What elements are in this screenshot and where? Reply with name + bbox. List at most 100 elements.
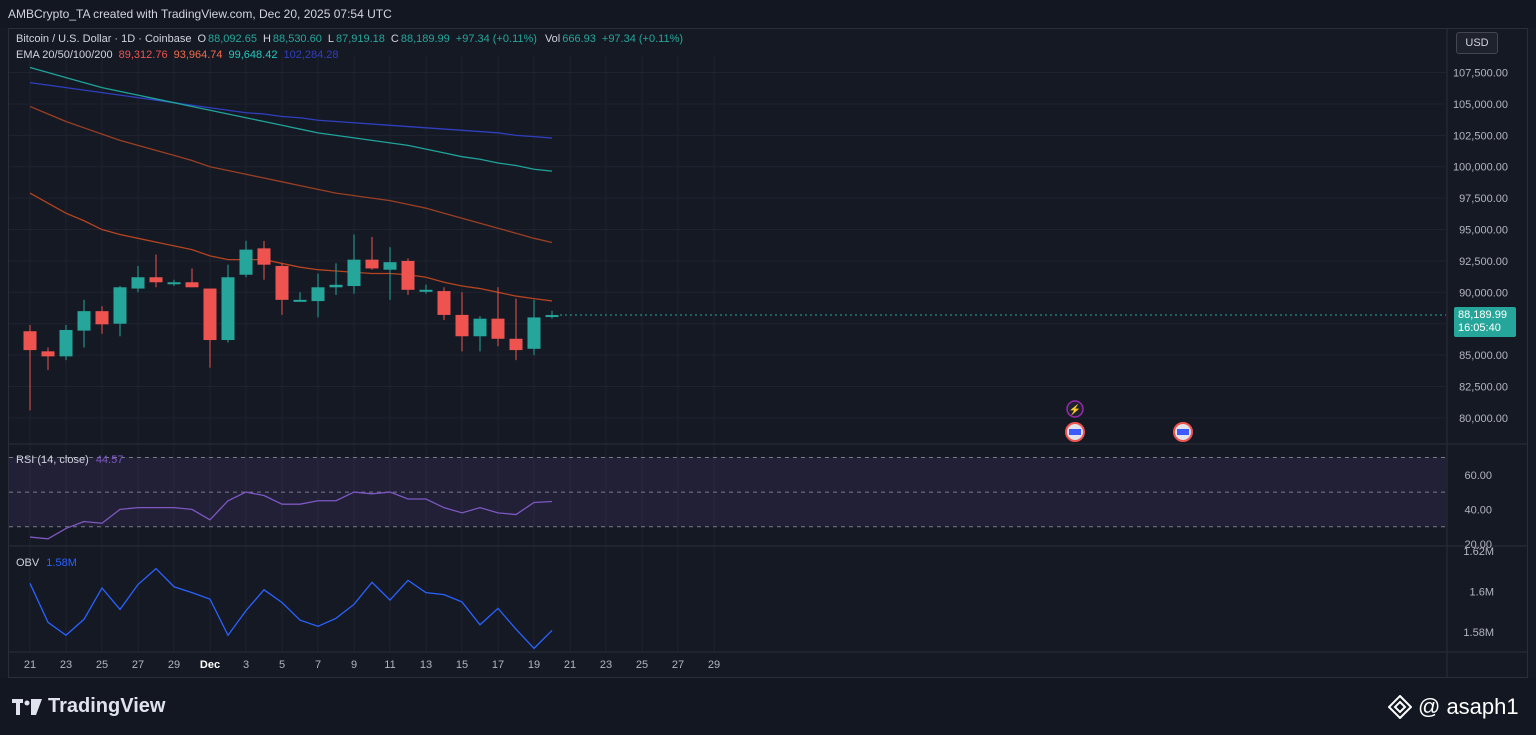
ohlc-values: O 88,092.65 H 88,530.60 L 87,919.18 C 88,189… bbox=[197, 33, 683, 45]
price-tick-label: 97,500.00 bbox=[1459, 193, 1508, 205]
flash-event-icon[interactable] bbox=[1066, 400, 1084, 418]
rsi-tick-label: 60.00 bbox=[1464, 470, 1492, 482]
price-tick-label: 107,500.00 bbox=[1453, 68, 1508, 80]
x-tick-label: 25 bbox=[96, 659, 108, 671]
price-tick-label: 100,000.00 bbox=[1453, 162, 1508, 174]
price-tick-label: 105,000.00 bbox=[1453, 99, 1508, 111]
ema50-value: 93,964.74 bbox=[173, 49, 223, 61]
candle-body bbox=[77, 311, 91, 331]
x-tick-label: 27 bbox=[132, 659, 144, 671]
flash-event-glyph: ⚡ bbox=[1069, 403, 1081, 416]
rsi-line bbox=[29, 491, 553, 540]
open-value: 88,092.65 bbox=[208, 33, 257, 45]
candle-body bbox=[41, 351, 55, 357]
watermark-text: @ asaph1 bbox=[1418, 694, 1519, 719]
ema200-value: 102,284.28 bbox=[283, 49, 339, 61]
candle-body bbox=[455, 314, 469, 337]
us-flag-stripe bbox=[1177, 429, 1189, 435]
bar-countdown: 16:05:40 bbox=[1458, 322, 1501, 334]
candle-body bbox=[329, 284, 343, 288]
candle-body bbox=[113, 287, 127, 324]
candle-body bbox=[149, 277, 163, 283]
price-tick-label: 85,000.00 bbox=[1459, 350, 1508, 362]
ema20-value: 89,312.76 bbox=[118, 49, 168, 61]
high-label: H bbox=[262, 33, 271, 45]
rsi-tick-label: 20.00 bbox=[1464, 539, 1492, 551]
rsi-band-fill bbox=[9, 457, 1446, 527]
price-tick-label: 92,500.00 bbox=[1459, 256, 1508, 268]
candle-body bbox=[131, 277, 145, 289]
x-tick-label: 11 bbox=[384, 659, 395, 671]
obv-tick-label: 1.58M bbox=[1463, 627, 1494, 639]
tradingview-mark-icon bbox=[12, 698, 42, 715]
ema100-value: 99,648.42 bbox=[228, 49, 278, 61]
binance-diamond-icon bbox=[1388, 695, 1412, 719]
change-value: +97.34 (+0.11%) bbox=[455, 33, 537, 45]
chart-frame[interactable] bbox=[8, 28, 1528, 678]
candle-body bbox=[167, 282, 181, 285]
candle-body bbox=[527, 317, 541, 349]
ema-label: EMA 20/50/100/200 bbox=[16, 49, 113, 61]
rsi-legend: RSI (14, close) 44.57 bbox=[16, 454, 123, 466]
candle-body bbox=[401, 260, 415, 290]
candle-body bbox=[239, 249, 253, 275]
low-label: L bbox=[327, 33, 334, 45]
x-tick-label: 5 bbox=[279, 659, 285, 671]
x-tick-label: 21 bbox=[24, 659, 36, 671]
candle-body bbox=[257, 248, 271, 265]
open-label: O bbox=[197, 33, 207, 45]
obv-legend: OBV 1.58M bbox=[16, 557, 77, 569]
candle-body bbox=[95, 311, 109, 325]
publisher-text: AMBCrypto_TA created with TradingView.co… bbox=[8, 7, 392, 21]
publisher-header: AMBCrypto_TA created with TradingView.co… bbox=[0, 0, 1536, 28]
candle-body bbox=[509, 338, 523, 351]
rsi-tick-label: 40.00 bbox=[1464, 504, 1492, 516]
x-tick-label: 29 bbox=[168, 659, 180, 671]
x-tick-label: 7 bbox=[315, 659, 321, 671]
candle-body bbox=[221, 277, 235, 341]
us-flag-stripe bbox=[1069, 429, 1081, 435]
candle-body bbox=[293, 299, 307, 302]
x-tick-label: 17 bbox=[492, 659, 504, 671]
x-tick-label: 25 bbox=[636, 659, 648, 671]
obv-value: 1.58M bbox=[46, 557, 77, 569]
footer-bar bbox=[0, 678, 1536, 735]
author-watermark: @ asaph1 bbox=[1388, 694, 1519, 720]
x-tick-label: 19 bbox=[528, 659, 540, 671]
x-tick-label: 9 bbox=[351, 659, 357, 671]
candle-body bbox=[473, 318, 487, 337]
x-tick-label: Dec bbox=[200, 659, 220, 671]
price-tick-label: 82,500.00 bbox=[1459, 381, 1508, 393]
x-tick-label: 27 bbox=[672, 659, 684, 671]
tradingview-brand: TradingView bbox=[48, 695, 166, 717]
obv-tick-label: 1.62M bbox=[1463, 546, 1494, 558]
currency-button[interactable]: USD bbox=[1456, 32, 1498, 54]
candle-body bbox=[23, 331, 37, 351]
x-tick-label: 3 bbox=[243, 659, 249, 671]
last-price-value: 88,189.99 bbox=[1458, 309, 1507, 321]
price-tick-label: 80,000.00 bbox=[1459, 413, 1508, 425]
x-tick-label: 21 bbox=[564, 659, 576, 671]
symbol-title: Bitcoin / U.S. Dollar · 1D · Coinbase bbox=[16, 33, 192, 45]
high-value: 88,530.60 bbox=[272, 33, 322, 45]
candle-body bbox=[347, 259, 361, 287]
close-label: C bbox=[390, 33, 399, 45]
candle-body bbox=[59, 329, 73, 357]
tradingview-logo[interactable]: TradingView bbox=[12, 695, 165, 718]
price-tick-label: 102,500.00 bbox=[1453, 130, 1508, 142]
candle-body bbox=[185, 282, 199, 288]
last-price-tag: 88,189.99 16:05:40 bbox=[1454, 307, 1516, 337]
candle-body bbox=[545, 315, 559, 318]
candle-body bbox=[311, 287, 325, 302]
candle-body bbox=[365, 259, 379, 269]
price-tick-label: 95,000.00 bbox=[1459, 225, 1508, 237]
candle-body bbox=[383, 262, 397, 270]
vol-value: 666.93 bbox=[562, 33, 596, 45]
candle-body bbox=[275, 265, 289, 300]
x-tick-label: 15 bbox=[456, 659, 468, 671]
rsi-value: 44.57 bbox=[95, 454, 124, 466]
ema20-line bbox=[29, 192, 553, 302]
vol-change-value: +97.34 (+0.11%) bbox=[601, 33, 684, 45]
